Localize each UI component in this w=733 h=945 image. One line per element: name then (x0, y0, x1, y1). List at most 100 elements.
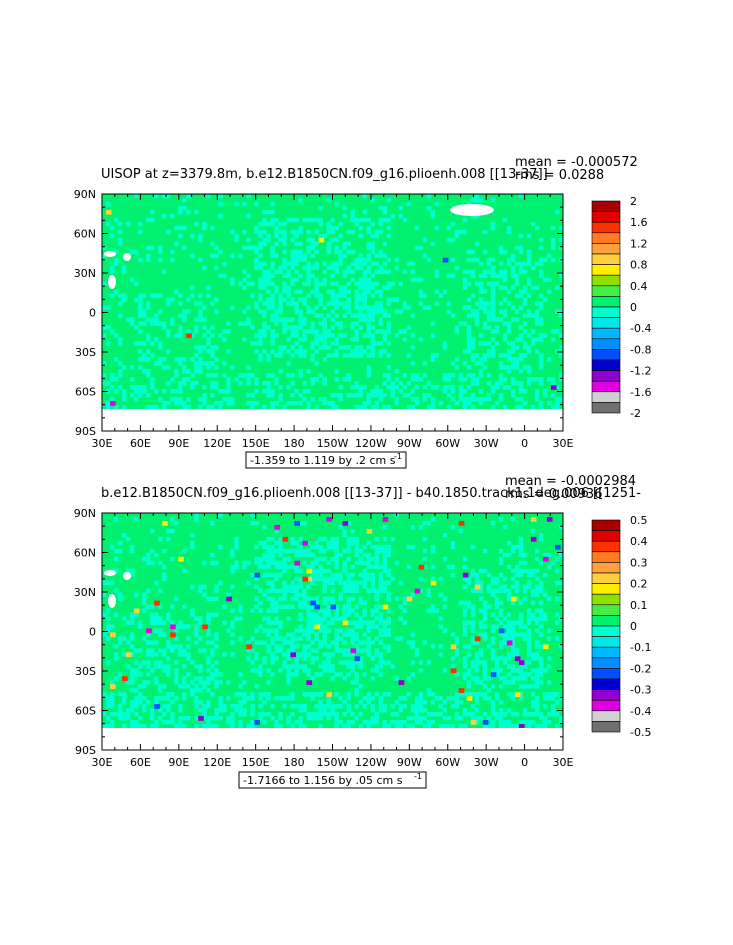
field-cell (230, 564, 235, 570)
field-cell (538, 612, 544, 617)
field-cell (358, 277, 363, 282)
field-cell (378, 253, 384, 259)
field-cell (378, 265, 384, 271)
field-cell (258, 540, 263, 546)
field-cell (286, 632, 291, 637)
field-cell (414, 245, 420, 251)
field-cell (506, 672, 512, 677)
field-cell (438, 401, 444, 406)
field-cell (382, 217, 388, 223)
field-cell (182, 197, 187, 203)
field-cell (462, 712, 468, 717)
field-cell (134, 712, 139, 717)
field-cell (306, 249, 311, 255)
field-cell (286, 604, 291, 609)
field-cell (238, 373, 243, 378)
field-cell (294, 628, 299, 633)
field-cell (378, 341, 384, 346)
field-cell (462, 377, 468, 382)
field-cell (222, 329, 227, 334)
field-cell (470, 313, 476, 318)
field-cell (346, 720, 351, 725)
colorbar-swatch (591, 678, 621, 690)
field-cell (394, 720, 400, 725)
field-cell (358, 616, 363, 621)
field-cell (282, 237, 287, 243)
field-cell (446, 225, 452, 231)
field-cell (218, 544, 223, 550)
field-cell (118, 716, 123, 721)
field-cell (462, 217, 468, 223)
field-cell (374, 393, 379, 398)
field-cell (238, 321, 243, 326)
field-cell (278, 620, 283, 625)
anomaly-cell (518, 724, 525, 729)
field-cell (290, 317, 295, 322)
field-cell (350, 213, 355, 219)
field-cell (342, 560, 347, 566)
field-cell (218, 405, 223, 410)
field-cell (434, 353, 440, 358)
field-cell (526, 369, 532, 374)
field-cell (310, 564, 315, 570)
field-cell (358, 309, 363, 314)
field-cell (534, 712, 540, 717)
field-cell (366, 620, 371, 625)
field-cell (554, 692, 560, 697)
field-cell (478, 584, 484, 590)
field-cell (354, 644, 359, 649)
colorbar-swatch (591, 615, 621, 627)
field-cell (258, 329, 263, 334)
field-cell (394, 712, 400, 717)
field-cell (522, 552, 528, 558)
field-cell (102, 592, 107, 598)
field-cell (358, 253, 363, 259)
field-cell (106, 700, 111, 705)
field-cell (522, 321, 528, 326)
field-cell (326, 560, 331, 566)
field-cell (506, 325, 512, 330)
field-cell (162, 389, 167, 394)
field-cell (374, 564, 379, 570)
field-cell (506, 692, 512, 697)
field-cell (386, 325, 392, 330)
anomaly-cell (126, 652, 132, 658)
field-cell (318, 373, 323, 378)
field-cell (274, 696, 279, 701)
field-cell (550, 692, 556, 697)
field-cell (278, 564, 283, 570)
field-cell (166, 333, 171, 338)
field-cell (534, 704, 540, 709)
field-cell (354, 636, 359, 641)
field-cell (322, 624, 327, 629)
field-cell (230, 716, 235, 721)
field-cell (538, 317, 544, 322)
field-cell (250, 692, 255, 697)
field-cell (114, 548, 119, 554)
field-cell (290, 632, 295, 637)
field-cell (446, 696, 452, 701)
field-cell (286, 664, 291, 669)
field-cell (482, 604, 488, 609)
field-cell (374, 341, 379, 346)
field-cell (270, 337, 275, 342)
field-cell (482, 305, 488, 310)
field-cell (530, 285, 536, 290)
field-cell (322, 652, 327, 657)
field-cell (382, 313, 388, 318)
field-cell (434, 301, 440, 306)
field-cell (502, 269, 508, 275)
field-cell (530, 684, 536, 689)
field-cell (170, 712, 175, 717)
field-cell (394, 636, 400, 641)
field-cell (486, 349, 492, 354)
field-cell (138, 700, 143, 705)
field-cell (250, 405, 255, 410)
field-cell (122, 696, 127, 701)
field-cell (198, 405, 203, 410)
field-cell (370, 556, 375, 562)
field-cell (302, 520, 307, 526)
field-cell (274, 644, 279, 649)
field-cell (346, 664, 351, 669)
field-cell (210, 241, 215, 247)
